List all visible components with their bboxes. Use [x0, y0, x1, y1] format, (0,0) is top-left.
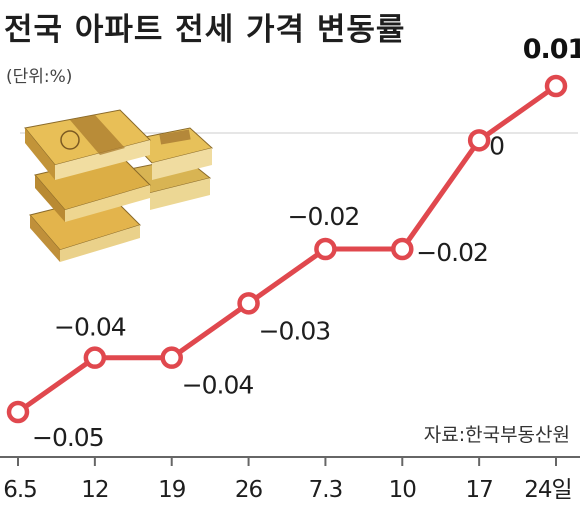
data-markers [6, 74, 568, 424]
x-axis-label: 19 [158, 477, 186, 503]
x-axis-label: 6.5 [3, 477, 37, 503]
data-point-marker [83, 346, 107, 369]
data-label: −0.04 [54, 313, 126, 342]
data-point-marker [467, 129, 491, 152]
data-point-marker [314, 237, 337, 261]
money-bundles-illustration [24, 109, 214, 262]
data-label: 0 [489, 131, 504, 160]
source-label: 자료:한국부동산원 [423, 424, 570, 446]
data-label: −0.02 [288, 202, 360, 231]
data-label: −0.05 [32, 423, 104, 452]
data-label: 0.01 [523, 34, 580, 65]
x-axis-labels: 6.5 12 19 26 7.3 10 17 24일 [3, 477, 573, 503]
x-axis-label: 10 [389, 477, 417, 503]
unit-label: (단위:%) [6, 67, 73, 87]
data-label: −0.03 [259, 316, 331, 345]
x-axis-ticks [17, 457, 557, 466]
x-axis-label: 26 [235, 477, 263, 503]
data-point-marker [391, 237, 414, 261]
data-point-marker [160, 346, 183, 369]
x-axis-label: 7.3 [309, 477, 343, 503]
data-point-marker [237, 292, 260, 315]
data-label: −0.02 [416, 238, 488, 267]
data-point-marker [544, 74, 568, 98]
data-point-marker [6, 400, 30, 424]
x-axis-label: 12 [81, 477, 108, 503]
series-line [15, 83, 559, 415]
x-axis-label: 17 [466, 477, 493, 503]
data-label: −0.04 [182, 371, 254, 400]
x-axis-label: 24일 [524, 477, 571, 503]
chart-title: 전국 아파트 전세 가격 변동률 [4, 12, 406, 48]
